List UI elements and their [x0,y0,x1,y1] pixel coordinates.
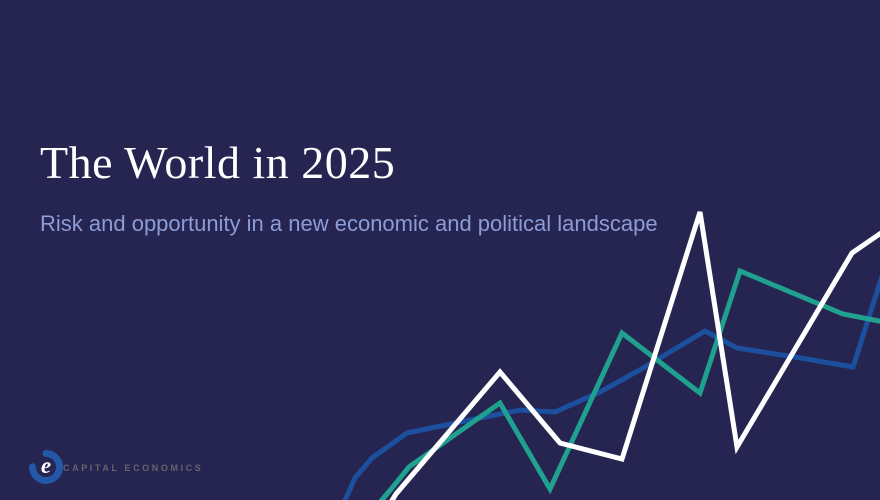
brand-name: CAPITAL ECONOMICS [63,463,204,473]
logo-ring [29,450,63,484]
page-title: The World in 2025 [40,137,396,188]
teal-line [378,267,880,500]
page-subtitle: Risk and opportunity in a new economic a… [40,210,658,236]
blue-line [342,274,880,500]
brand-logo: e CAPITAL ECONOMICS [29,450,203,484]
capital-economics-logo-icon: e [29,450,63,484]
white-line [389,211,880,500]
title-block: The World in 2025 Risk and opportunity i… [40,137,658,237]
